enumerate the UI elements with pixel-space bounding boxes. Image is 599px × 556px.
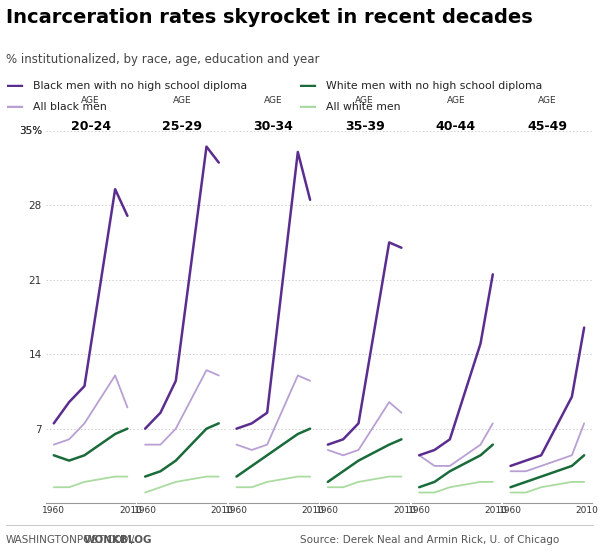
Text: AGE: AGE <box>264 96 283 105</box>
Text: —: — <box>300 77 317 95</box>
Text: 35-39: 35-39 <box>345 120 385 132</box>
Text: All white men: All white men <box>326 102 401 112</box>
Text: 40-44: 40-44 <box>436 120 476 132</box>
Text: White men with no high school diploma: White men with no high school diploma <box>326 81 543 91</box>
Text: AGE: AGE <box>447 96 465 105</box>
Text: 45-49: 45-49 <box>527 120 567 132</box>
Text: WONKBLOG: WONKBLOG <box>83 535 152 545</box>
Text: % institutionalized, by race, age, education and year: % institutionalized, by race, age, educa… <box>6 53 319 66</box>
Text: Incarceration rates skyrocket in recent decades: Incarceration rates skyrocket in recent … <box>6 8 533 27</box>
Text: —: — <box>6 98 24 116</box>
Text: —: — <box>6 77 24 95</box>
Text: 35%: 35% <box>19 126 42 136</box>
Text: Black men with no high school diploma: Black men with no high school diploma <box>33 81 247 91</box>
Text: WASHINGTONPOST.COM/: WASHINGTONPOST.COM/ <box>6 535 135 545</box>
Text: AGE: AGE <box>173 96 191 105</box>
Text: 30-34: 30-34 <box>253 120 294 132</box>
Text: 35%: 35% <box>19 126 42 136</box>
Text: AGE: AGE <box>81 96 100 105</box>
Text: All black men: All black men <box>33 102 107 112</box>
Text: Source: Derek Neal and Armin Rick, U. of Chicago: Source: Derek Neal and Armin Rick, U. of… <box>300 535 559 545</box>
Text: AGE: AGE <box>355 96 374 105</box>
Text: —: — <box>300 98 317 116</box>
Text: 25-29: 25-29 <box>162 120 202 132</box>
Text: 20-24: 20-24 <box>71 120 111 132</box>
Text: AGE: AGE <box>538 96 556 105</box>
